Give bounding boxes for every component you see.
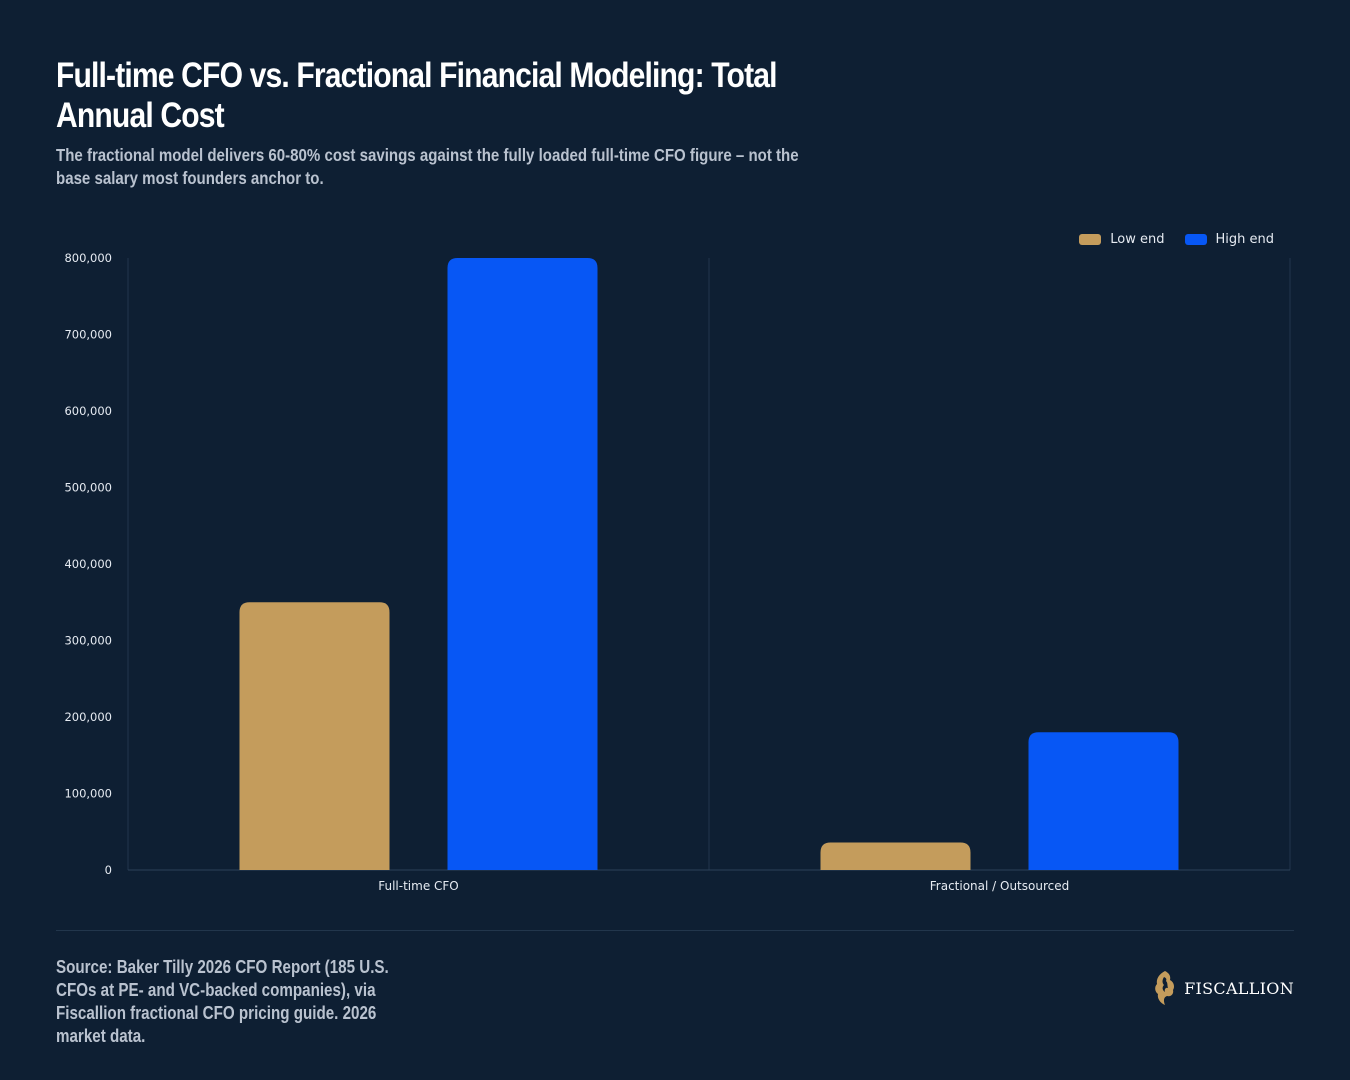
- x-tick-label: Full-time CFO: [378, 879, 459, 893]
- legend-item-high[interactable]: High end: [1184, 232, 1275, 247]
- bar-high-1: [1028, 732, 1179, 870]
- legend-swatch-high: [1184, 234, 1207, 245]
- bar-high-0: [447, 258, 598, 870]
- y-tick-label: 600,000: [64, 404, 112, 418]
- legend-label-low: Low end: [1110, 232, 1165, 247]
- bar-chart: 0 100,000 200,000 300,000 400,000 500,000 600,…: [64, 251, 1291, 893]
- y-tick-label: 100,000: [64, 787, 112, 801]
- source-note: Source: Baker Tilly 2026 CFO Report (185…: [56, 956, 389, 1046]
- y-tick-label: 300,000: [64, 634, 112, 648]
- brand-name: FISCALLION: [1184, 978, 1294, 998]
- y-tick-label: 200,000: [64, 710, 112, 724]
- x-tick-label: Fractional / Outsourced: [930, 879, 1069, 893]
- y-tick-label: 800,000: [64, 251, 112, 265]
- lion-head-icon: [1155, 971, 1175, 1005]
- chart-subtitle: The fractional model delivers 60-80% cos…: [56, 145, 799, 188]
- y-tick-label: 400,000: [64, 557, 112, 571]
- legend-item-low[interactable]: Low end: [1079, 232, 1165, 247]
- footer-divider: [56, 930, 1294, 931]
- legend-swatch-low: [1079, 234, 1102, 245]
- legend-label-high: High end: [1215, 232, 1275, 247]
- bar-low-0: [239, 602, 390, 870]
- legend: Low end High end: [1079, 232, 1274, 247]
- brand-logo: FISCALLION: [1152, 970, 1294, 1006]
- y-tick-label: 500,000: [64, 481, 112, 495]
- chart-title: Full-time CFO vs. Fractional Financial M…: [56, 56, 777, 135]
- y-tick-label: 700,000: [64, 328, 112, 342]
- y-tick-label: 0: [105, 863, 112, 877]
- bar-low-1: [820, 842, 971, 870]
